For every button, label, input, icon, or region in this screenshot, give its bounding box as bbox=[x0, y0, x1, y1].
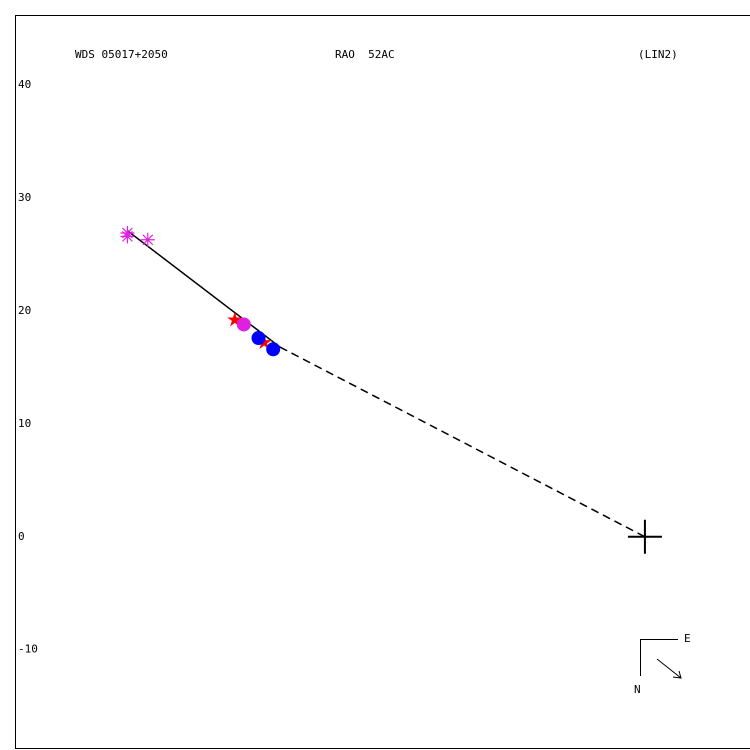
point bbox=[266, 342, 281, 357]
y-tick-label: 20 bbox=[18, 304, 31, 317]
point bbox=[120, 229, 135, 244]
point bbox=[227, 311, 243, 327]
point bbox=[627, 519, 662, 554]
y-tick-label: 40 bbox=[18, 78, 31, 91]
trend-line bbox=[279, 346, 646, 538]
y-tick-label: 10 bbox=[18, 417, 31, 430]
point bbox=[236, 317, 251, 332]
y-tick-label: -10 bbox=[18, 643, 38, 656]
trend-line bbox=[126, 230, 281, 348]
compass-east: E bbox=[684, 632, 691, 645]
compass-axes bbox=[640, 639, 678, 676]
y-tick-label: 30 bbox=[18, 191, 31, 204]
frame bbox=[15, 15, 750, 749]
header-right: (LIN2) bbox=[638, 48, 678, 61]
compass-arrow bbox=[656, 658, 682, 679]
y-tick-label: 0 bbox=[18, 530, 25, 543]
compass-north: N bbox=[634, 683, 641, 696]
point bbox=[251, 331, 266, 346]
point bbox=[140, 232, 155, 247]
header-center: RAO 52AC bbox=[335, 48, 395, 61]
header-left: WDS 05017+2050 bbox=[75, 48, 168, 61]
